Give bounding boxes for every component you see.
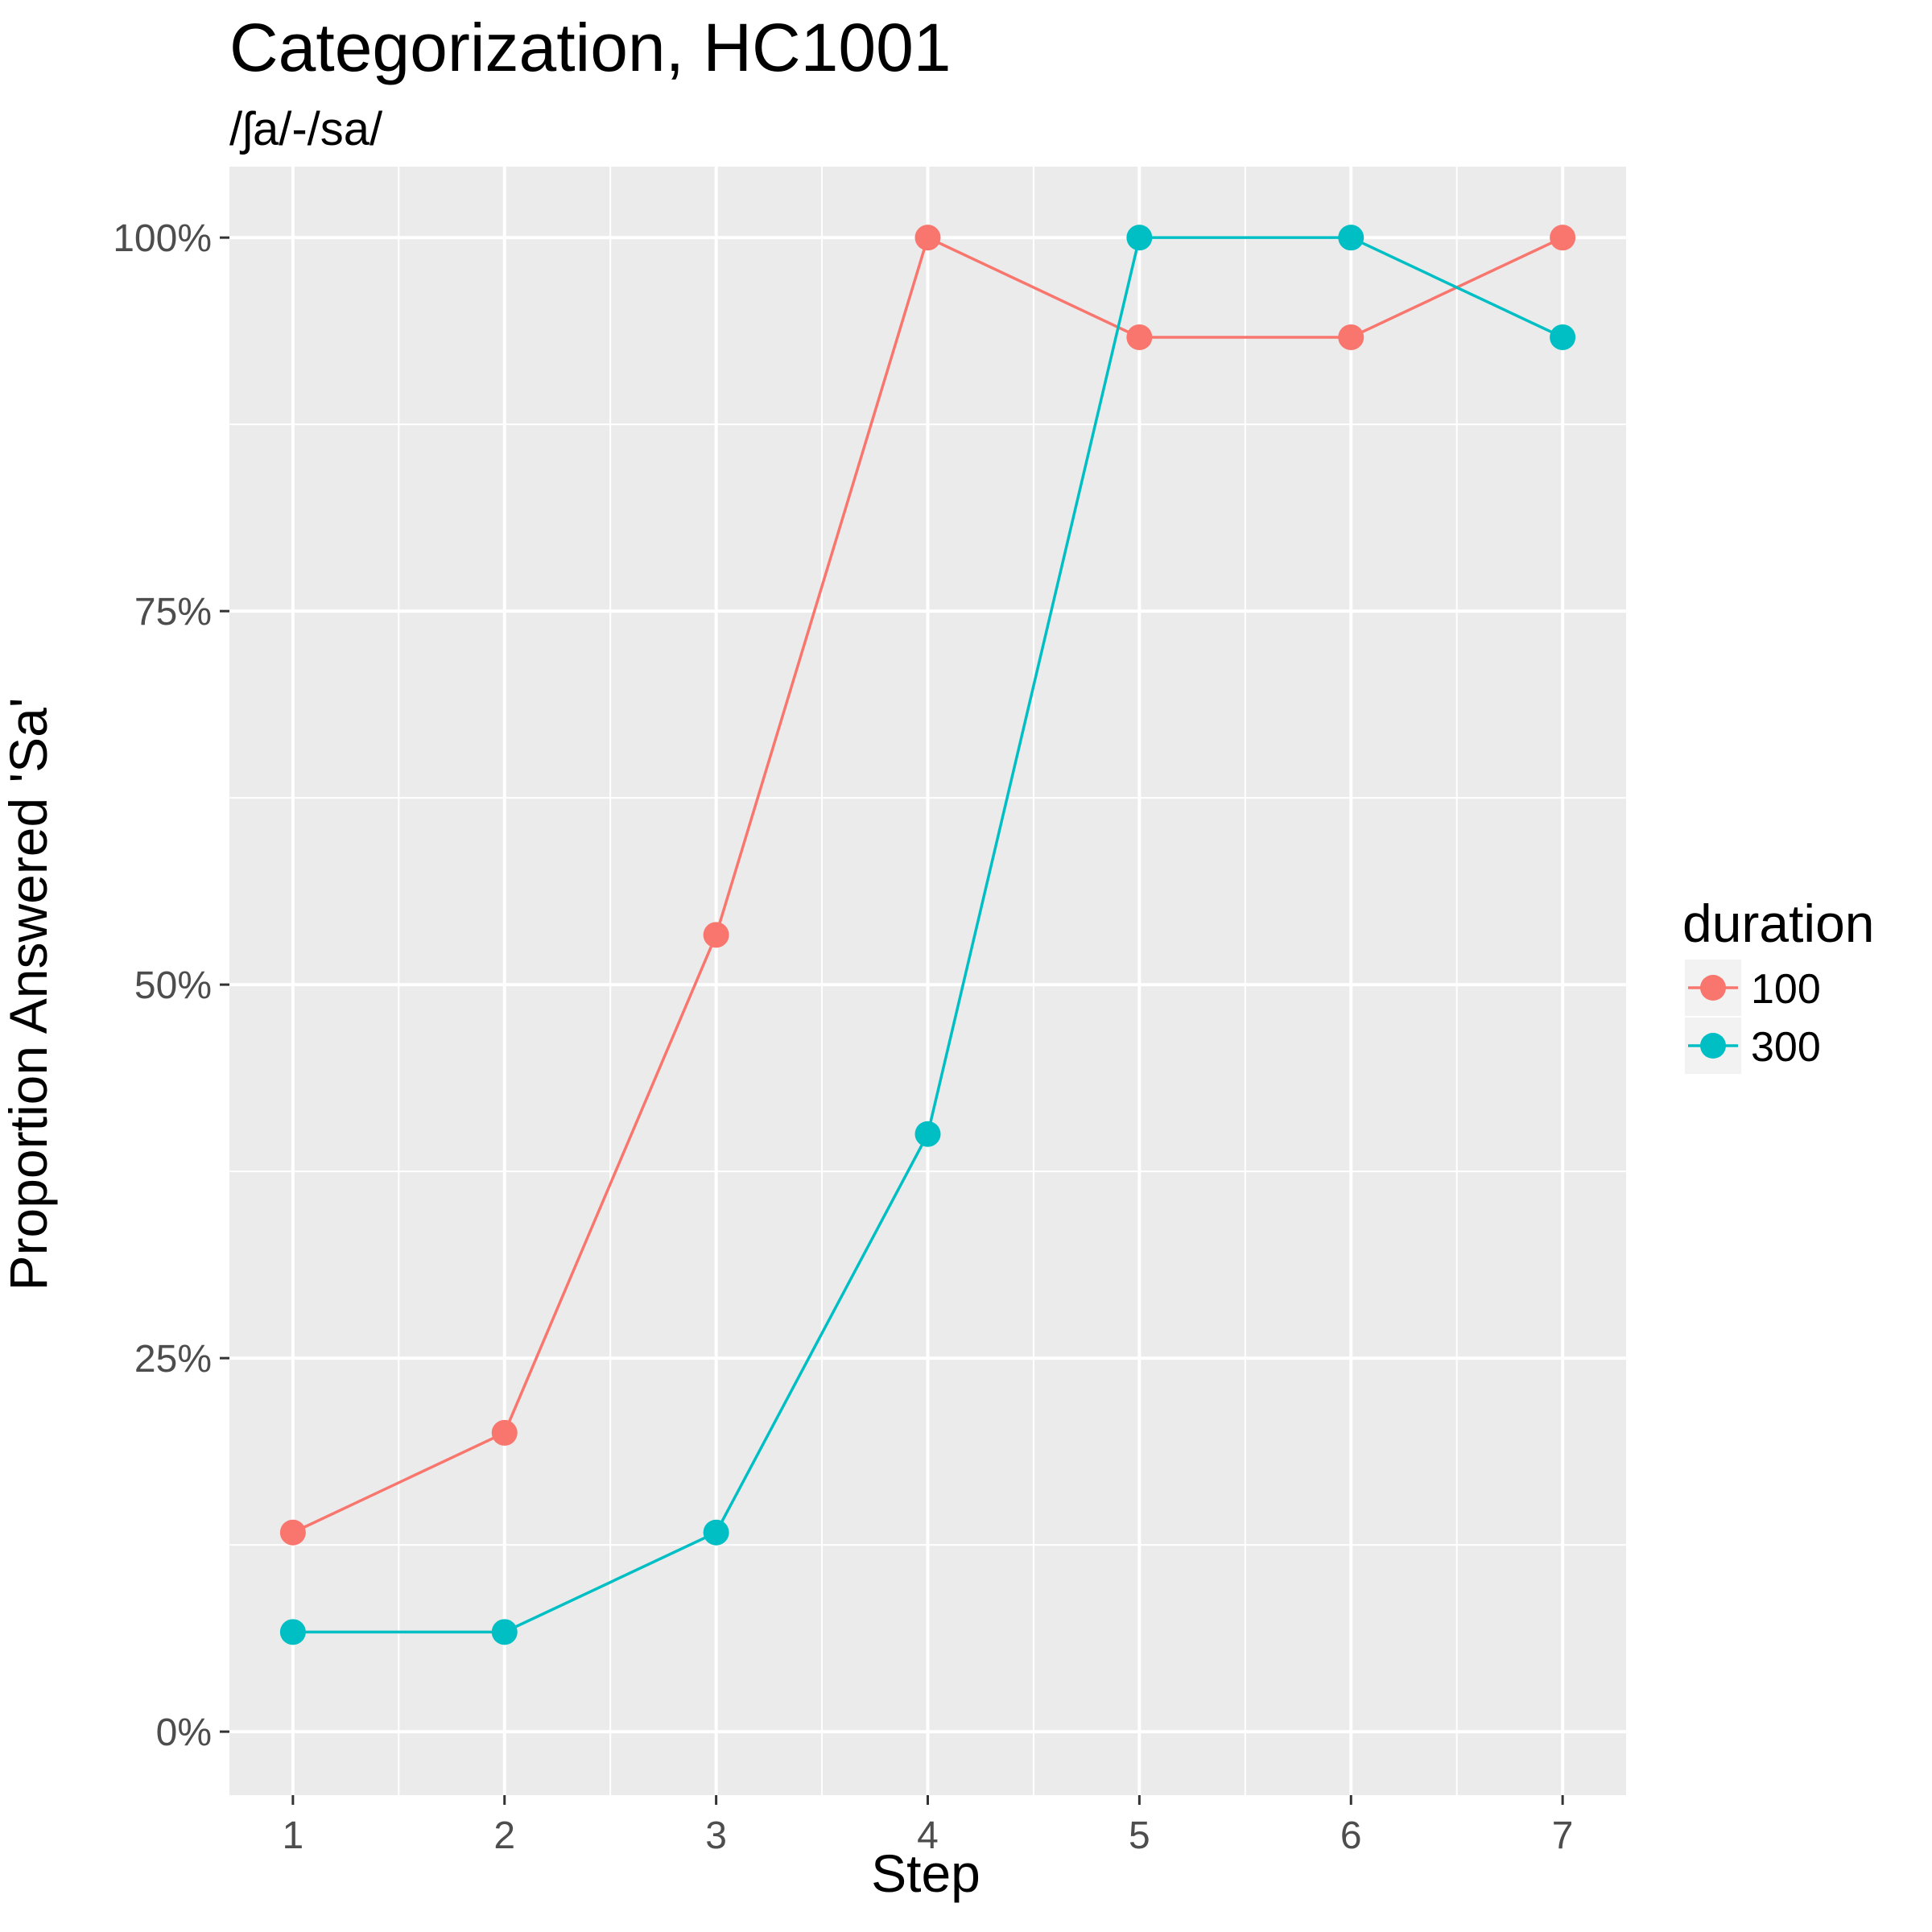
legend-key-point [1700,1033,1726,1059]
x-tick-label: 2 [493,1814,515,1857]
y-tick-label: 50% [134,964,212,1007]
data-point-300 [703,1519,729,1546]
x-axis-title: Step [871,1843,980,1903]
legend-label: 100 [1751,966,1821,1013]
data-point-100 [1338,324,1364,350]
data-point-100 [491,1419,518,1446]
series-points [279,225,1576,1645]
y-tick-label: 75% [134,591,212,634]
x-tick-label: 3 [705,1814,727,1857]
data-point-100 [703,922,729,948]
chart-subtitle: /ʃa/-/sa/ [229,103,383,155]
legend-key-point [1700,975,1726,1001]
data-point-100 [914,225,941,251]
x-tick-label: 6 [1340,1814,1362,1857]
data-point-300 [491,1619,518,1645]
data-point-300 [1338,225,1364,251]
data-point-100 [279,1519,306,1546]
data-point-100 [1550,225,1576,251]
x-tick-label: 7 [1552,1814,1574,1857]
x-tick-labels: 1 2 3 4 5 6 7 [283,1814,1574,1857]
y-tick-label: 100% [113,217,212,260]
axis-ticks [220,236,1564,1805]
data-point-300 [1126,225,1153,251]
x-tick-label: 1 [283,1814,304,1857]
legend-label: 300 [1751,1024,1821,1071]
chart-title: Categorization, HC1001 [229,10,952,85]
legend-title: duration [1682,894,1875,953]
y-tick-labels: 0% 25% 50% 75% 100% [113,217,212,1754]
data-point-100 [1126,324,1153,350]
x-tick-label: 5 [1129,1814,1150,1857]
data-point-300 [1550,324,1576,350]
y-tick-label: 25% [134,1338,212,1381]
y-axis-title: Proportion Answered 'Sa' [0,698,58,1291]
data-point-300 [279,1619,306,1645]
y-tick-label: 0% [156,1711,212,1754]
data-point-300 [914,1121,941,1147]
x-tick-label: 4 [917,1814,939,1857]
